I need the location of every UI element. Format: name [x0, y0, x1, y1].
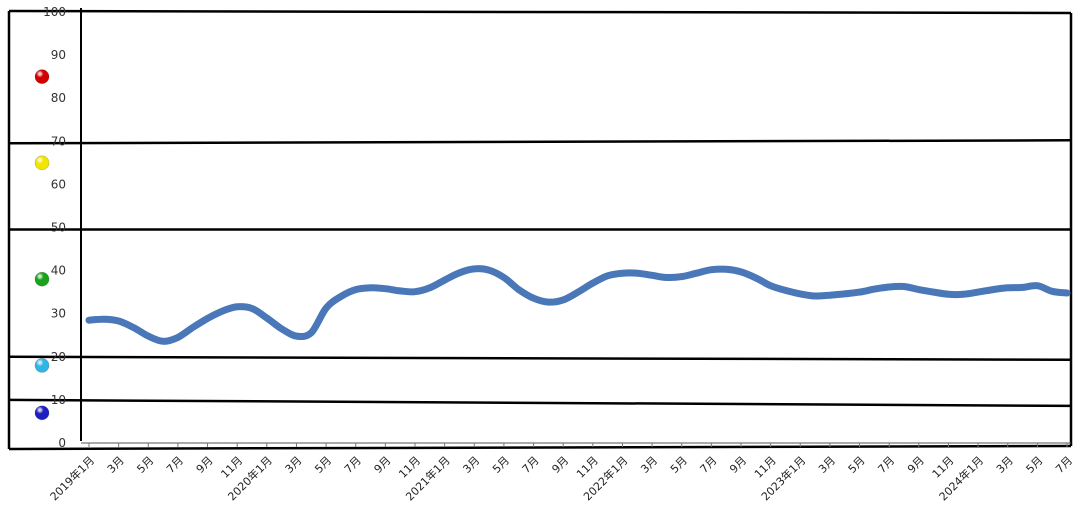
y-tick-label: 60	[51, 177, 66, 191]
x-tick-label: 5月	[490, 454, 512, 476]
x-tick-label: 3月	[816, 454, 838, 476]
x-tick-label: 9月	[372, 454, 394, 476]
frame-bottom	[8, 444, 1072, 451]
x-tick-label: 11月	[218, 454, 245, 481]
x-tick-label: 9月	[727, 454, 749, 476]
band-boundary-line	[8, 355, 1072, 362]
x-tick-label: 11月	[752, 454, 779, 481]
x-tick-label: 9月	[905, 454, 927, 476]
x-tick-label: 5月	[312, 454, 334, 476]
x-tick-label: 7月	[1053, 454, 1075, 476]
x-tick-label: 3月	[994, 454, 1016, 476]
x-tick-label: 5月	[1024, 454, 1046, 476]
frame-top	[8, 9, 1072, 15]
x-tick-label: 7月	[342, 454, 364, 476]
x-tick-label: 11月	[574, 454, 601, 481]
band-boundaries	[8, 139, 1072, 408]
x-tick-label: 5月	[846, 454, 868, 476]
x-tick-label: 3月	[460, 454, 482, 476]
y-tick-label: 20	[51, 350, 66, 364]
x-tick-label: 5月	[134, 454, 156, 476]
band-indicators	[34, 69, 50, 421]
x-tick-label: 5月	[668, 454, 690, 476]
x-tick-label: 7月	[698, 454, 720, 476]
band-indicator-dot	[34, 405, 50, 421]
x-tick-label: 2019年1月	[47, 453, 97, 503]
x-tick-label: 9月	[549, 454, 571, 476]
x-tick-label: 7月	[520, 454, 542, 476]
band-indicator-dot	[34, 358, 50, 373]
y-tick-label: 0	[58, 436, 66, 450]
band-indicator-dot	[34, 69, 50, 84]
band-boundary-line	[8, 139, 1072, 145]
band-indicator-dot	[34, 155, 50, 171]
series-layer	[85, 265, 1071, 345]
x-tick-label: 7月	[164, 454, 186, 476]
band-indicator-dot	[34, 271, 50, 287]
x-tick-label: 3月	[638, 454, 660, 476]
x-tick-label: 3月	[105, 454, 127, 476]
x-tick-label: 3月	[283, 454, 305, 476]
y-tick-label: 70	[51, 134, 66, 148]
y-tick-label: 50	[51, 221, 66, 235]
y-tick-label: 100	[43, 5, 66, 19]
x-tick-label: 11月	[396, 454, 423, 481]
y-tick-label: 80	[51, 91, 66, 105]
series-line	[85, 265, 1071, 345]
band-boundary-line	[8, 398, 1072, 408]
y-tick-label: 40	[51, 264, 66, 278]
x-tick-label: 9月	[194, 454, 216, 476]
y-tick-label: 10	[51, 393, 66, 407]
y-axis-ticks: 0 10 20 30 40 50 60 70 80 90 100	[43, 5, 66, 450]
y-tick-label: 90	[51, 48, 66, 62]
x-tick-label: 7月	[875, 454, 897, 476]
chart-frame	[7, 8, 1073, 451]
x-tick-label: 11月	[930, 454, 957, 481]
y-tick-label: 30	[51, 307, 66, 321]
